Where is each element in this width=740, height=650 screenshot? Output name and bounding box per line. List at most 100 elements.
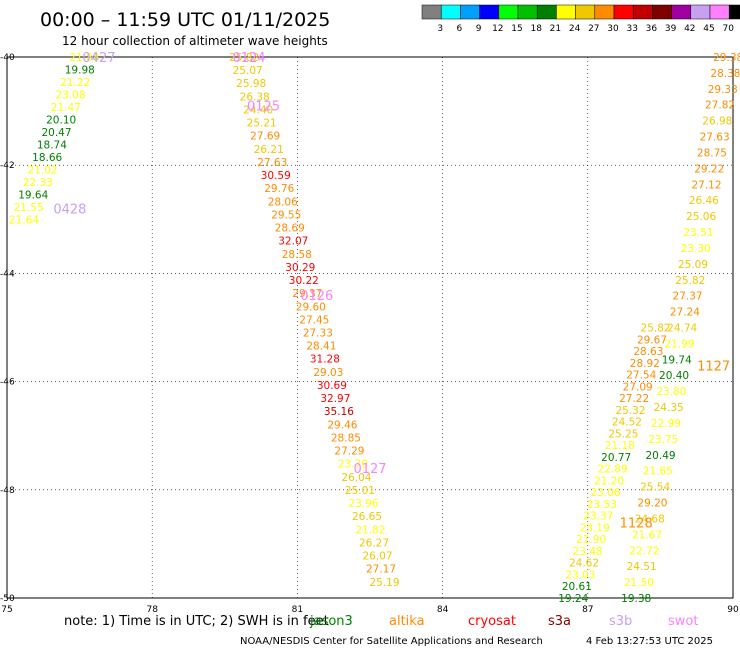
colorbar-label: 45 xyxy=(703,24,714,34)
wave-height-value: 24.62 xyxy=(569,558,599,570)
wave-height-value: 28.69 xyxy=(275,223,305,235)
wave-height-value: 27.29 xyxy=(334,446,364,458)
wave-height-value: 20.47 xyxy=(41,127,71,139)
wave-height-value: 29.37 xyxy=(292,288,322,300)
wave-height-value: 19.74 xyxy=(662,354,692,366)
wave-height-value: 28.85 xyxy=(331,432,361,444)
footnote: note: 1) Time is in UTC; 2) SWH is in fe… xyxy=(64,614,329,629)
colorbar-swatch xyxy=(709,4,730,20)
pass-number-label: 1127 xyxy=(697,359,730,374)
wave-height-value: 22.89 xyxy=(598,464,628,476)
colorbar-swatch xyxy=(594,4,615,20)
wave-height-value: 29.38 xyxy=(713,52,740,64)
wave-height-value: 25.06 xyxy=(686,211,716,223)
wave-height-value: 27.82 xyxy=(705,100,735,112)
wave-height-value: 24.35 xyxy=(654,402,684,414)
wave-height-value: 21.47 xyxy=(51,102,81,114)
wave-height-value: 32.07 xyxy=(278,236,308,248)
wave-height-value: 18.66 xyxy=(32,152,62,164)
wave-height-value: 26.46 xyxy=(689,195,719,207)
wave-height-value: 28.06 xyxy=(268,196,298,208)
wave-height-value: 18.74 xyxy=(37,139,67,151)
colorbar-swatch xyxy=(479,4,500,20)
colorbar-label: 27 xyxy=(588,24,599,34)
wave-height-value: 19.64 xyxy=(18,189,48,201)
wave-height-value: 30.59 xyxy=(261,170,291,182)
wave-height-value: 20.10 xyxy=(46,114,76,126)
colorbar-swatch xyxy=(690,4,711,20)
colorbar-label: 9 xyxy=(476,24,482,34)
satellite-legend-item: swot xyxy=(668,614,698,629)
wave-height-value: 27.37 xyxy=(673,291,703,303)
wave-height-value: 29.33 xyxy=(708,84,738,96)
wave-height-value: 24.68 xyxy=(635,513,665,525)
wave-height-value: 28.75 xyxy=(697,147,727,159)
wave-height-value: 21.67 xyxy=(632,529,662,541)
wave-height-value: 21.90 xyxy=(576,534,606,546)
wave-height-value: 21.50 xyxy=(624,577,654,589)
wave-height-value: 25.01 xyxy=(345,485,375,497)
wave-height-value: 29.03 xyxy=(313,367,343,379)
wave-height-value: 21.99 xyxy=(664,338,694,350)
wave-height-value: 27.69 xyxy=(250,131,280,143)
wave-height-value: 27.45 xyxy=(299,314,329,326)
wave-height-value: 22.72 xyxy=(629,545,659,557)
wave-height-value: 26.04 xyxy=(341,472,371,484)
colorbar-swatch xyxy=(460,4,480,20)
colorbar-swatch xyxy=(652,4,672,20)
pass-number-label: 0124 xyxy=(232,51,265,66)
wave-height-value: 26.65 xyxy=(352,511,382,523)
wave-height-value: 19.24 xyxy=(558,593,588,605)
colorbar-label: 70 xyxy=(722,24,734,34)
wave-height-value: 21.65 xyxy=(643,466,673,478)
wave-height-value: 26.38 xyxy=(240,91,270,103)
satellite-legend-item: cryosat xyxy=(468,614,516,629)
wave-height-value: 29.76 xyxy=(264,183,294,195)
colorbar-swatch xyxy=(632,4,653,20)
wave-height-value: 29.20 xyxy=(637,498,667,510)
colorbar-label: 21 xyxy=(550,24,561,34)
wave-height-value: 29.46 xyxy=(327,419,357,431)
wave-height-value: 31.28 xyxy=(310,354,340,366)
wave-height-value: 26.98 xyxy=(702,116,732,128)
wave-height-value: 25.82 xyxy=(675,275,705,287)
colorbar-swatch xyxy=(671,4,692,20)
wave-height-value: 27.12 xyxy=(691,179,721,191)
wave-height-value: 27.33 xyxy=(303,328,333,340)
wave-height-value: 25.98 xyxy=(236,78,266,90)
wave-height-value: 30.22 xyxy=(289,275,319,287)
wave-height-value: 35.16 xyxy=(324,406,354,418)
satellite-legend-item: jason3 xyxy=(309,614,353,629)
wave-height-value: 30.29 xyxy=(285,262,315,274)
satellite-legend-item: s3b xyxy=(609,614,632,629)
wave-height-value: 27.09 xyxy=(623,381,653,393)
colorbar-swatch xyxy=(556,4,576,20)
colorbar-label: 12 xyxy=(492,24,503,34)
wave-height-value: 23.03 xyxy=(565,569,595,581)
wave-height-value: 29.60 xyxy=(296,301,326,313)
y-tick-label: -48 xyxy=(0,486,15,496)
colorbar-label: 33 xyxy=(626,24,637,34)
wave-height-value: 21.02 xyxy=(28,164,58,176)
wave-height-value: 23.70 xyxy=(338,459,368,471)
colorbar-label: 15 xyxy=(511,24,522,34)
wave-height-value: 28.63 xyxy=(633,346,663,358)
satellite-legend-item: altika xyxy=(389,614,425,629)
colorbar-label: 3 xyxy=(437,24,443,34)
wave-height-value: 23.30 xyxy=(681,243,711,255)
wave-height-value: 27.22 xyxy=(619,393,649,405)
wave-height-value: 25.82 xyxy=(229,52,259,64)
wave-height-value: 30.69 xyxy=(317,380,347,392)
wave-height-value: 23.53 xyxy=(587,499,617,511)
colorbar-swatch xyxy=(421,4,442,20)
x-tick-label: 90 xyxy=(727,605,739,615)
wave-height-value: 25.07 xyxy=(233,65,263,77)
wave-height-value: 20.49 xyxy=(646,450,676,462)
colorbar-label: 18 xyxy=(530,24,542,34)
colorbar-label: 24 xyxy=(569,24,581,34)
wave-height-value: 23.96 xyxy=(348,498,378,510)
chart-subtitle: 12 hour collection of altimeter wave hei… xyxy=(62,34,328,48)
colorbar-swatch xyxy=(575,4,596,20)
wave-height-value: 20.77 xyxy=(601,452,631,464)
